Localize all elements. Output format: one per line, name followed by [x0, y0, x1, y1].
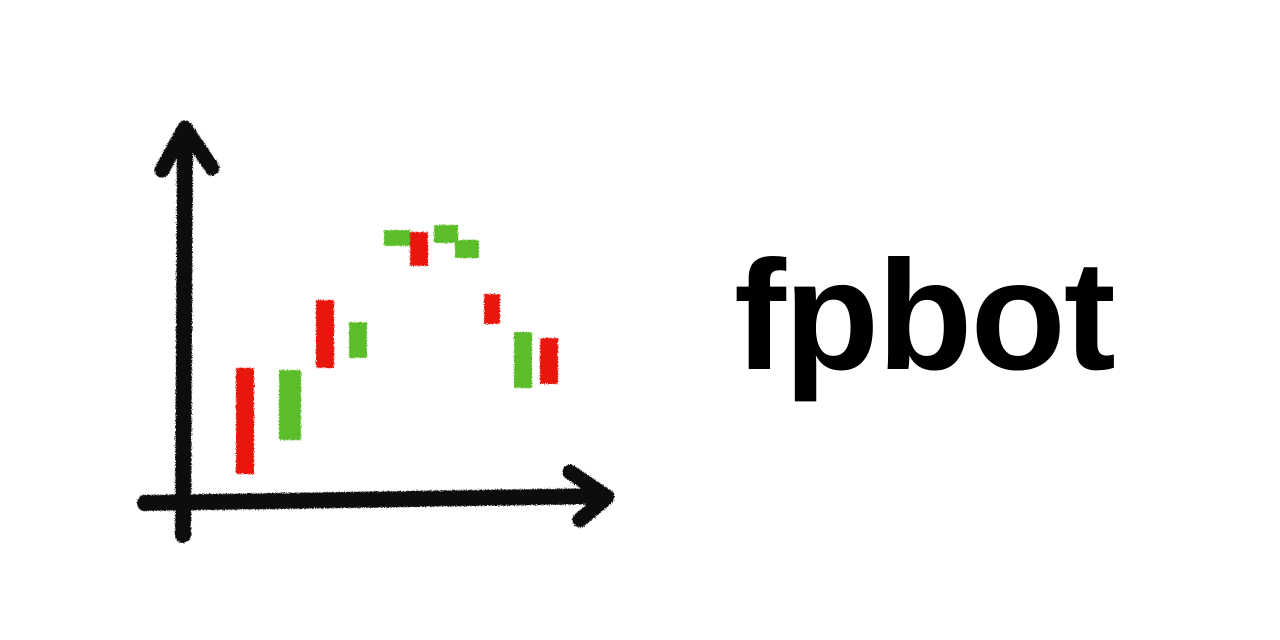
- candle-up: [455, 240, 479, 258]
- candle-down: [236, 368, 254, 474]
- chart-axes: [137, 120, 615, 543]
- x-axis-arrowhead: [562, 464, 615, 528]
- candle-up: [434, 225, 458, 243]
- x-axis-line: [137, 488, 613, 511]
- brand-wordmark: fpbot: [734, 229, 1116, 403]
- y-axis-line: [175, 124, 193, 543]
- candlestick-chart-logo-icon: [137, 120, 615, 543]
- candle-up: [384, 230, 410, 246]
- candle-up: [514, 332, 532, 388]
- candle-down: [316, 300, 334, 368]
- candle-up: [279, 370, 301, 440]
- candle-down: [540, 338, 558, 384]
- candle-up: [349, 322, 367, 358]
- y-axis-arrowhead: [154, 120, 220, 178]
- candles: [236, 225, 558, 474]
- candle-down: [484, 294, 500, 324]
- candle-down: [410, 232, 428, 266]
